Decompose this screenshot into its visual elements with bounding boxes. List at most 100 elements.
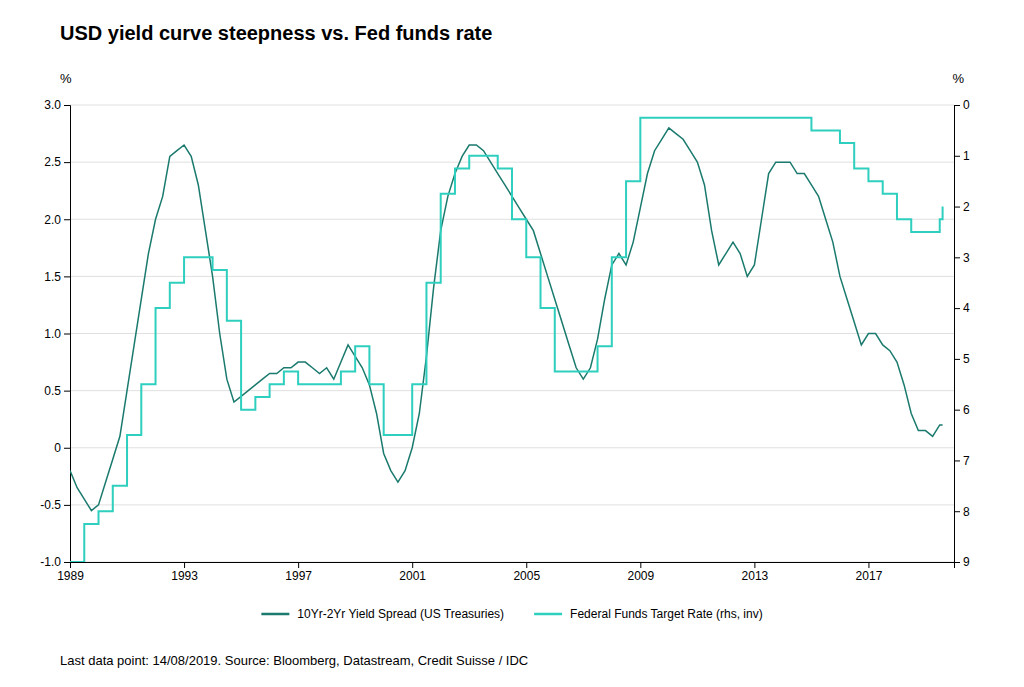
tick-mark [954, 257, 960, 258]
series-line [70, 128, 943, 511]
annotation: Last data point: 14/08/2019. Source: Blo… [60, 653, 528, 668]
tick-label: 5 [963, 352, 970, 366]
legend-label: 10Yr-2Yr Yield Spread (US Treasuries) [297, 607, 504, 621]
tick-mark [954, 207, 960, 208]
tick-label: 1989 [57, 569, 84, 583]
background [0, 0, 1024, 687]
grid-line [70, 504, 954, 505]
tick: 2.5 [44, 155, 70, 169]
tick-label: 9 [963, 555, 970, 569]
tick: 9 [954, 555, 970, 569]
tick: -0.5 [40, 498, 70, 512]
tick-label: 2.0 [44, 213, 61, 227]
tick-mark [184, 562, 185, 568]
tick-label: 2 [963, 200, 970, 214]
tick: 2013 [742, 562, 769, 583]
grid-line [70, 105, 954, 106]
tick: 2.0 [44, 213, 70, 227]
tick-mark [64, 276, 70, 277]
axis-line [64, 106, 71, 563]
grid-line [70, 276, 954, 277]
tick: 2005 [513, 562, 540, 583]
tick: 3.0 [44, 98, 70, 112]
series-line [70, 118, 943, 562]
tick-mark [868, 562, 869, 568]
tick-mark [954, 460, 960, 461]
tick-label: -0.5 [40, 498, 61, 512]
tick-label: 2001 [399, 569, 426, 583]
tick-mark [64, 448, 70, 449]
tick-label: 2017 [856, 569, 883, 583]
tick: 7 [954, 454, 970, 468]
axis-line [71, 563, 955, 569]
legend: 10Yr-2Yr Yield Spread (US Treasuries) Fed… [261, 607, 762, 621]
legend-swatch [534, 613, 562, 616]
tick-label: 6 [963, 403, 970, 417]
legend-item: Federal Funds Target Rate (rhs, inv) [534, 607, 763, 621]
tick: 1989 [57, 562, 84, 583]
tick: 1 [954, 149, 970, 163]
tick: 0 [954, 98, 970, 112]
tick-mark [954, 156, 960, 157]
tick-label: 1997 [285, 569, 312, 583]
tick-label: 2005 [513, 569, 540, 583]
tick: 1993 [171, 562, 198, 583]
tick: 1.0 [44, 327, 70, 341]
tick-label: 1993 [171, 569, 198, 583]
tick-label: 8 [963, 505, 970, 519]
tick-mark [954, 511, 960, 512]
title: USD yield curve steepness vs. Fed funds … [60, 22, 492, 44]
tick-mark [954, 359, 960, 360]
tick-label: 3.0 [44, 98, 61, 112]
tick-mark [64, 105, 70, 106]
tick-mark [954, 105, 960, 106]
tick-label: 0.5 [44, 384, 61, 398]
tick: 1997 [285, 562, 312, 583]
tick-label: 2009 [627, 569, 654, 583]
tick-mark [64, 505, 70, 506]
tick-label: -1.0 [40, 555, 61, 569]
tick-mark [754, 562, 755, 568]
tick-label: 4 [963, 301, 970, 315]
tick-mark [298, 562, 299, 568]
tick-mark [64, 219, 70, 220]
y-axis: -1.0 -0.5 0 0.5 1.0 1.5 2.0 2.5 3.0 [40, 98, 70, 569]
grid-line [70, 390, 954, 391]
tick: 1.5 [44, 270, 70, 284]
tick-label: 2013 [742, 569, 769, 583]
legend-label: Federal Funds Target Rate (rhs, inv) [570, 607, 763, 621]
grid-line [70, 162, 954, 163]
tick: 0 [54, 441, 70, 455]
legend-item: 10Yr-2Yr Yield Spread (US Treasuries) [261, 607, 504, 621]
tick: 2 [954, 200, 970, 214]
chart: 19891993199720012005200920132017-1.0-0.5… [0, 0, 1024, 687]
tick: 2017 [856, 562, 883, 583]
tick-mark [954, 410, 960, 411]
tick-label: 1 [963, 149, 970, 163]
tick-label: 1.5 [44, 270, 61, 284]
tick: 0.5 [44, 384, 70, 398]
tick-mark [526, 562, 527, 568]
tick-mark [954, 308, 960, 309]
grid-line [70, 447, 954, 448]
tick-mark [64, 391, 70, 392]
tick: 2001 [399, 562, 426, 583]
tick: 3 [954, 251, 970, 265]
tick-label: 3 [963, 251, 970, 265]
tick-label: 0 [54, 441, 61, 455]
grid [70, 105, 954, 562]
y-axis-label: % [60, 71, 72, 86]
tick-mark [412, 562, 413, 568]
tick-label: 0 [963, 98, 970, 112]
legend-swatch [261, 613, 289, 616]
tick: 4 [954, 301, 970, 315]
tick-label: 2.5 [44, 155, 61, 169]
tick: -1.0 [40, 555, 70, 569]
tick: 8 [954, 505, 970, 519]
tick-mark [954, 562, 960, 563]
y2-axis-label: % [952, 71, 964, 86]
tick-mark [64, 162, 70, 163]
plot-area [70, 118, 943, 562]
tick: 6 [954, 403, 970, 417]
tick-mark [640, 562, 641, 568]
